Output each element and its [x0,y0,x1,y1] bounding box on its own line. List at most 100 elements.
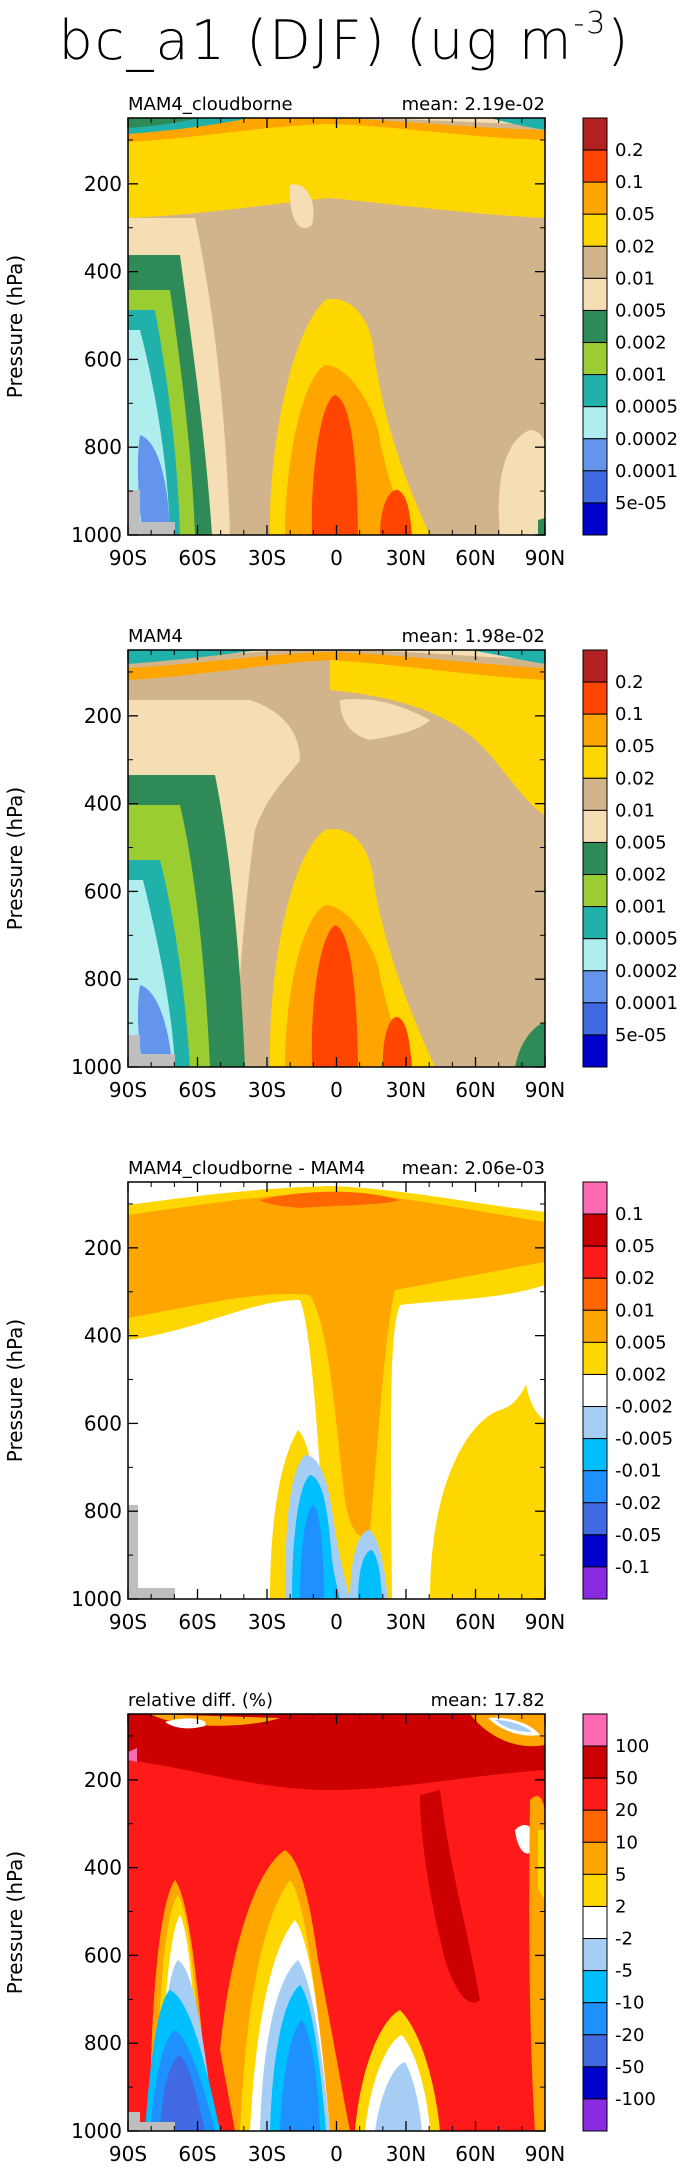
title-prefix: bc_a1 (DJF) (ug m [58,9,574,72]
colorbar-level-label: 10 [615,1832,638,1853]
panel-3-axes: 90S 60S 30S 0 30N 60N 90N 200 400 600 800 1000 Press… [3,1182,565,1634]
colorbar-swatch [582,2098,608,2132]
panel-4-mean: mean: 17.82 [431,1690,545,1711]
field-upper-darkorange [260,1191,400,1208]
x-tick-label: 30N [386,546,426,570]
y-tick-label: 600 [84,879,122,903]
colorbar-level-label: 0.0005 [615,929,678,950]
y-axis-label: Pressure (hPa) [3,787,27,930]
field-wheat-blob [289,184,314,229]
panel-3-mean: mean: 2.06e-03 [402,1158,545,1179]
colorbar-level-label: 0.0001 [615,461,678,482]
colorbar-level-label: 0.005 [615,1332,667,1353]
colorbar-level-label: 0.005 [615,300,667,321]
x-tick-label: 60N [455,2142,495,2166]
colorbar-swatch [582,1470,608,1504]
field-right-paleblue [375,2062,422,2131]
x-tick-label: 30N [386,2142,426,2166]
colorbar-swatch [582,1938,608,1972]
x-tick-label: 0 [330,1078,343,1102]
colorbar-swatch [582,1438,608,1472]
colorbar-swatch [582,181,608,215]
colorbar-level-label: 0.02 [615,1268,655,1289]
colorbar-level-label: 0.0005 [615,397,678,418]
y-tick-label: 1000 [71,523,122,547]
x-tick-label: 60S [178,546,216,570]
colorbar-swatch [582,1213,608,1247]
colorbar-level-label: 5e-05 [615,1025,667,1046]
field-top-teal [128,650,260,664]
colorbar-swatch [582,117,608,151]
colorbar-swatch [582,1245,608,1279]
y-tick-label: 800 [84,1499,122,1523]
colorbar-swatch [582,1406,608,1440]
colorbar-swatch [582,2002,608,2036]
field-upper-yellow [330,650,545,815]
colorbar-swatch [582,1502,608,1536]
colorbar-swatch [582,1809,608,1843]
colorbar-swatch [582,874,608,908]
panel-1-field [128,118,545,535]
colorbar-level-label: -50 [615,2057,644,2078]
y-tick-label: 800 [84,435,122,459]
x-tick-label: 90S [109,1610,147,1634]
field-top-tan [128,118,545,130]
y-tick-label: 800 [84,967,122,991]
title-suffix: ) [607,9,631,72]
x-tick-label: 30S [248,1078,286,1102]
colorbar-swatch [582,1341,608,1375]
y-axis-label: Pressure (hPa) [3,1319,27,1462]
panel-4-axes: 90S 60S 30S 0 30N 60N 90N 200 400 600 800 1000 Press… [3,1714,565,2166]
panel-2-mean: mean: 1.98e-02 [402,626,545,647]
colorbar-swatch [582,809,608,843]
colorbar-swatch [582,1713,608,1747]
x-tick-label: 30N [386,1078,426,1102]
colorbar-level-label: -20 [615,2025,644,2046]
y-tick-label: 600 [84,347,122,371]
x-tick-label: 60N [455,546,495,570]
colorbar-swatch [582,342,608,376]
colorbar-level-label: 0.1 [615,704,644,725]
colorbar-level-label: 0.05 [615,1236,655,1257]
field-wheat-blob [340,699,430,740]
colorbar-swatch [582,841,608,876]
colorbar-level-label: 5e-05 [615,493,667,514]
y-tick-label: 200 [84,1768,122,1792]
field-upper-orange [128,1192,545,1536]
x-tick-label: 90S [109,1078,147,1102]
y-tick-label: 400 [84,792,122,816]
panel-1-mean: mean: 2.19e-02 [402,94,545,115]
x-tick-label: 90N [525,2142,565,2166]
colorbar-swatch [582,406,608,440]
title-exponent: -3 [573,6,608,41]
x-tick-label: 30S [248,546,286,570]
field-top-right-teal [490,118,545,130]
colorbar-level-label: 20 [615,1800,638,1821]
y-tick-label: 400 [84,260,122,284]
colorbar-level-label: 0.05 [615,736,655,757]
colorbar-swatch [582,1309,608,1343]
x-tick-label: 60S [178,1078,216,1102]
colorbar-level-label: 0.02 [615,768,655,789]
colorbar-swatch [582,1905,608,1940]
x-tick-label: 0 [330,1610,343,1634]
colorbar-swatch [582,309,608,344]
colorbar-swatch [582,470,608,504]
field-top-right-blue [495,1720,532,1732]
colorbar-swatch [582,1745,608,1779]
field-top-white-left [165,1718,206,1729]
colorbar-level-label: 2 [615,1896,626,1917]
x-tick-label: 0 [330,2142,343,2166]
field-top-wheat [128,118,545,125]
field-top-green [128,118,200,128]
field-right-yellow [430,1340,545,1599]
colorbar-level-label: 0.01 [615,1300,655,1321]
y-tick-label: 600 [84,1943,122,1967]
field-right-white [525,1335,545,1420]
colorbar-level-label: 0.01 [615,268,655,289]
x-tick-label: 30S [248,2142,286,2166]
panel-2: 90S 60S 30S 0 30N 60N 90N 200 400 600 800 1000 Press… [3,626,678,1102]
colorbar-level-label: -0.01 [615,1461,662,1482]
colorbar-level-label: -0.05 [615,1525,662,1546]
panel-2-field [128,650,545,1067]
